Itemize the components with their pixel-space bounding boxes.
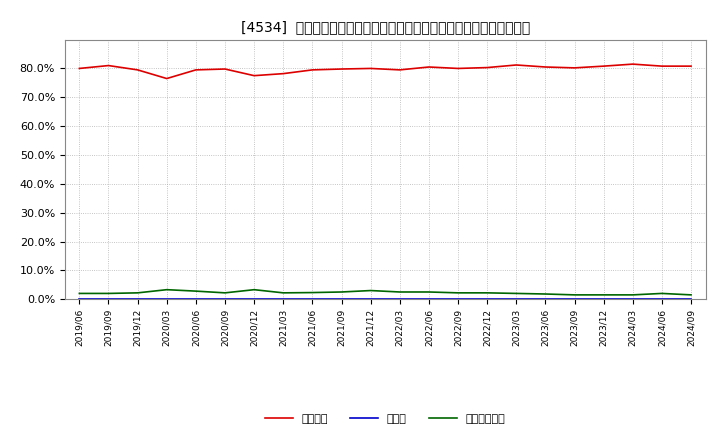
繰延税金資産 (250, 287, 258, 292)
繰延税金資産 (454, 290, 462, 296)
自己資本 (657, 63, 666, 69)
のれん (629, 297, 637, 302)
自己資本 (308, 67, 317, 73)
繰延税金資産 (512, 291, 521, 296)
繰延税金資産 (75, 291, 84, 296)
繰延税金資産 (192, 289, 200, 294)
自己資本 (541, 64, 550, 70)
自己資本 (133, 67, 142, 73)
のれん (104, 297, 113, 302)
のれん (366, 297, 375, 302)
自己資本 (687, 63, 696, 69)
自己資本 (425, 64, 433, 70)
自己資本 (454, 66, 462, 71)
Title: [4534]  自己資本、のれん、繰延税金資産の総資産に対する比率の推移: [4534] 自己資本、のれん、繰延税金資産の総資産に対する比率の推移 (240, 20, 530, 34)
繰延税金資産 (308, 290, 317, 295)
のれん (454, 297, 462, 302)
のれん (308, 297, 317, 302)
自己資本 (629, 62, 637, 67)
繰延税金資産 (687, 292, 696, 297)
Legend: 自己資本, のれん, 繰延税金資産: 自己資本, のれん, 繰延税金資産 (261, 410, 510, 429)
自己資本 (192, 67, 200, 73)
繰延税金資産 (425, 290, 433, 295)
のれん (657, 297, 666, 302)
繰延税金資産 (104, 291, 113, 296)
のれん (395, 297, 404, 302)
自己資本 (279, 71, 287, 76)
のれん (570, 297, 579, 302)
繰延税金資産 (163, 287, 171, 292)
のれん (687, 297, 696, 302)
自己資本 (250, 73, 258, 78)
自己資本 (570, 65, 579, 70)
のれん (192, 297, 200, 302)
自己資本 (75, 66, 84, 71)
繰延税金資産 (541, 291, 550, 297)
自己資本 (599, 63, 608, 69)
繰延税金資産 (133, 290, 142, 296)
のれん (220, 297, 229, 302)
繰延税金資産 (395, 290, 404, 295)
自己資本 (483, 65, 492, 70)
繰延税金資産 (279, 290, 287, 296)
自己資本 (220, 66, 229, 72)
自己資本 (104, 63, 113, 68)
のれん (425, 297, 433, 302)
繰延税金資産 (366, 288, 375, 293)
のれん (279, 297, 287, 302)
のれん (337, 297, 346, 302)
繰延税金資産 (220, 290, 229, 296)
繰延税金資産 (570, 292, 579, 297)
繰延税金資産 (483, 290, 492, 296)
のれん (163, 297, 171, 302)
繰延税金資産 (599, 292, 608, 297)
のれん (541, 297, 550, 302)
自己資本 (366, 66, 375, 71)
繰延税金資産 (657, 291, 666, 296)
のれん (512, 297, 521, 302)
のれん (133, 297, 142, 302)
のれん (75, 297, 84, 302)
自己資本 (395, 67, 404, 73)
Line: 繰延税金資産: 繰延税金資産 (79, 290, 691, 295)
Line: 自己資本: 自己資本 (79, 64, 691, 78)
のれん (483, 297, 492, 302)
繰延税金資産 (629, 292, 637, 297)
のれん (599, 297, 608, 302)
自己資本 (163, 76, 171, 81)
自己資本 (512, 62, 521, 68)
自己資本 (337, 66, 346, 72)
のれん (250, 297, 258, 302)
繰延税金資産 (337, 290, 346, 295)
